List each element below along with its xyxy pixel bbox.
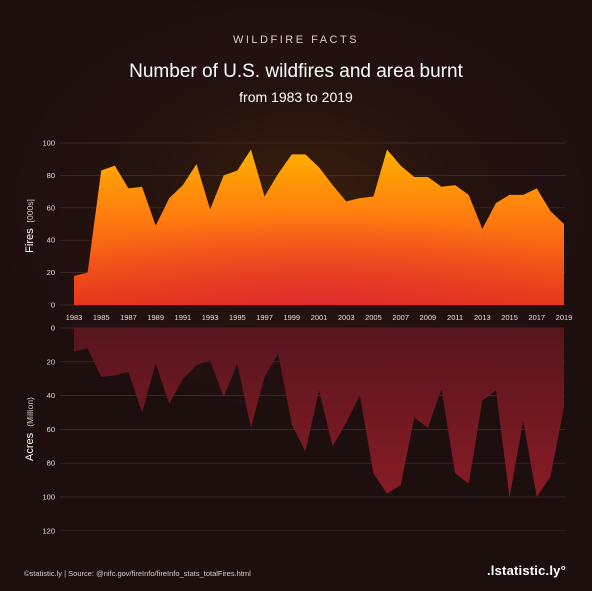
fires-y-ticks: 0 20 40 60 80 100 <box>42 139 55 310</box>
year-tick-label: 1987 <box>120 313 137 322</box>
fires-axis-label: Fires [000s] <box>24 199 36 253</box>
year-x-ticks: 1983 1985 1987 1989 1991 1993 1995 1997 1999 2001… <box>66 313 573 322</box>
acres-axis-name: Acres <box>24 432 36 461</box>
acres-y-tick-label: 0 <box>51 324 55 333</box>
year-tick-label: 1989 <box>147 313 164 322</box>
year-tick-label: 1997 <box>256 313 273 322</box>
acres-axis-unit: (Million) <box>25 397 35 427</box>
fires-y-tick-label: 100 <box>42 139 55 148</box>
year-tick-label: 2013 <box>474 313 491 322</box>
year-tick-label: 1985 <box>93 313 110 322</box>
acres-y-tick-label: 100 <box>42 493 55 502</box>
fires-y-tick-label: 40 <box>47 236 55 245</box>
acres-area-series <box>74 328 564 497</box>
year-tick-label: 1991 <box>175 313 192 322</box>
acres-y-tick-label: 80 <box>47 459 55 468</box>
year-tick-label: 1995 <box>229 313 246 322</box>
fires-y-tick-label: 80 <box>47 171 55 180</box>
year-tick-label: 2017 <box>528 313 545 322</box>
acres-y-tick-label: 20 <box>47 357 55 366</box>
year-tick-label: 2019 <box>556 313 573 322</box>
year-tick-label: 2009 <box>420 313 437 322</box>
year-tick-label: 1993 <box>202 313 219 322</box>
fires-area-glow <box>74 149 564 305</box>
acres-y-tick-label: 40 <box>47 391 55 400</box>
year-tick-label: 2003 <box>338 313 355 322</box>
source-note: ©statistic.ly | Source: @nifc.gov/fireIn… <box>24 569 251 578</box>
year-tick-label: 2001 <box>311 313 328 322</box>
fires-axis-unit: [000s] <box>25 199 35 222</box>
fires-y-tick-label: 0 <box>51 301 55 310</box>
brand-logo: .lstatistic.ly° <box>487 563 566 578</box>
acres-y-tick-label: 60 <box>47 425 55 434</box>
acres-y-tick-label: 120 <box>42 526 55 535</box>
year-tick-label: 2005 <box>365 313 382 322</box>
year-tick-label: 2007 <box>392 313 409 322</box>
acres-y-ticks: 0 20 40 60 80 100 120 <box>42 324 55 536</box>
acres-axis-label: Acres (Million) <box>24 397 36 461</box>
year-tick-label: 2015 <box>501 313 518 322</box>
fires-y-tick-label: 20 <box>47 268 55 277</box>
year-tick-label: 1983 <box>66 313 83 322</box>
year-tick-label: 2011 <box>447 313 463 322</box>
fires-y-tick-label: 60 <box>47 203 55 212</box>
year-tick-label: 1999 <box>283 313 300 322</box>
fires-axis-name: Fires <box>24 228 36 253</box>
